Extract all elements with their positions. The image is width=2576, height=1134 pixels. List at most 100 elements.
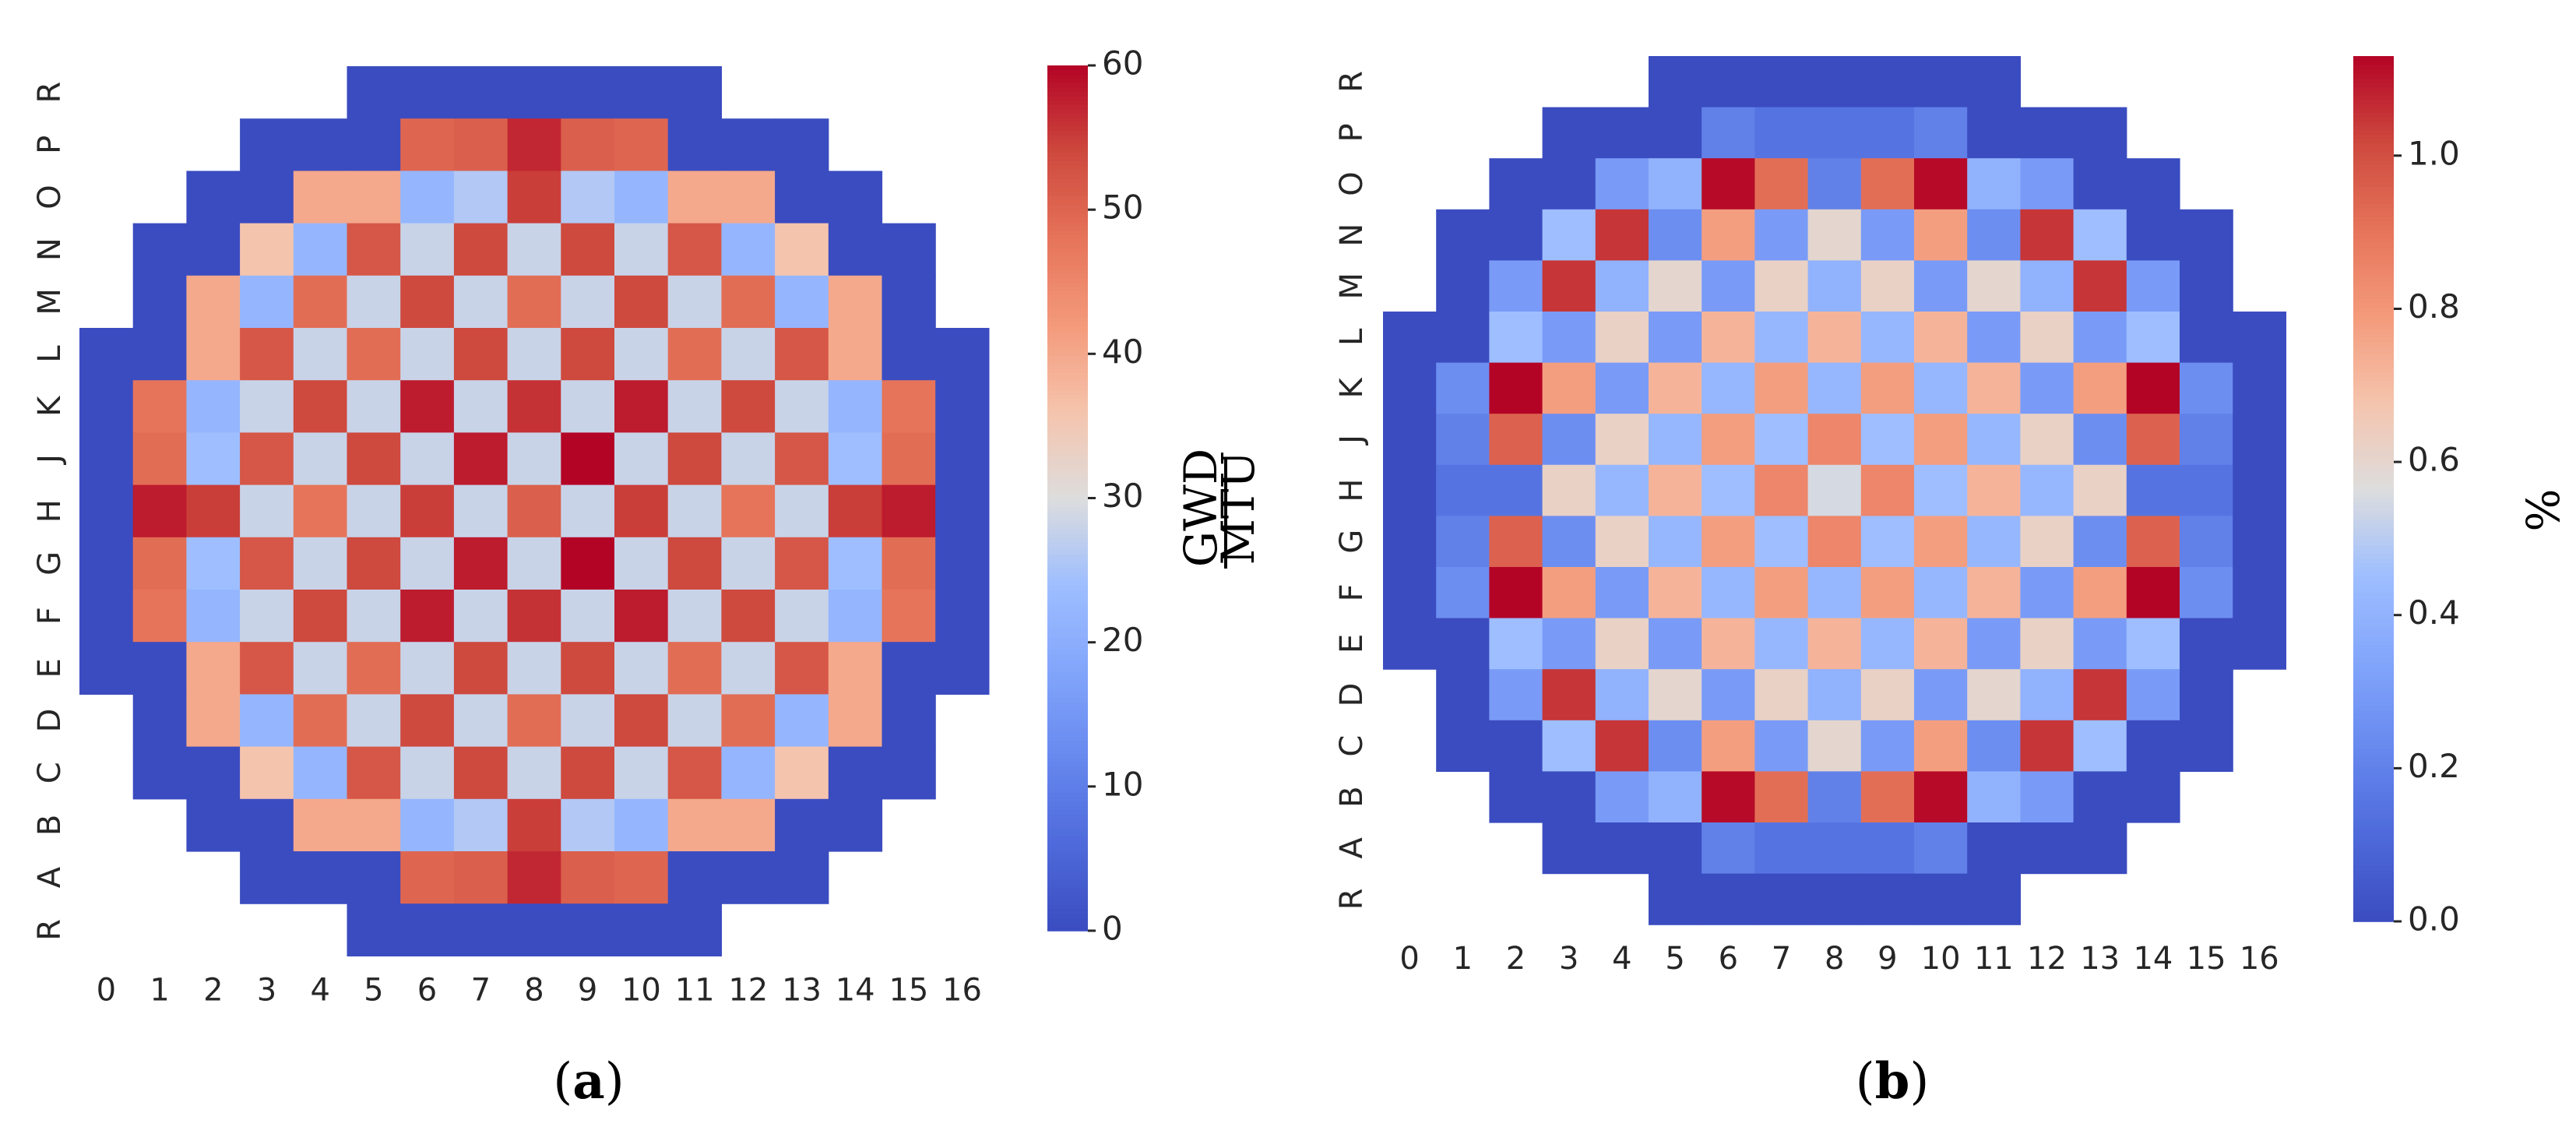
heatmap-cell-a-r2-c5 <box>347 171 401 224</box>
colorbar-segment-a-70 <box>1047 623 1088 629</box>
colorbar-segment-a-57 <box>1047 679 1088 685</box>
colorbar-segment-b-13 <box>2353 861 2394 866</box>
heatmap-cell-a-r11-c7 <box>453 642 509 695</box>
x-tick-label-b-2: 2 <box>1506 941 1526 977</box>
colorbar-segment-b-108 <box>2353 449 2394 455</box>
colorbar-segment-a-82 <box>1047 571 1088 577</box>
colorbar-segment-b-157 <box>2353 238 2394 243</box>
colorbar-a: 0 10 20 30 40 50 60 <box>1047 44 1143 948</box>
x-tick-label-a-0: 0 <box>97 972 116 1008</box>
heatmap-cell-b-r9-c16 <box>2233 516 2286 568</box>
colorbar-segment-a-76 <box>1047 597 1088 603</box>
heatmap-cell-b-r16-c9 <box>1860 873 1915 925</box>
colorbar-segment-b-61 <box>2353 653 2394 658</box>
heatmap-cell-a-r7-c5 <box>347 432 401 486</box>
y-tick-label-a-6: K <box>32 395 68 417</box>
heatmap-cell-a-r7-c1 <box>132 432 187 486</box>
heatmap-cell-a-r6-c12 <box>721 380 776 433</box>
y-tick-label-b-7: J <box>1334 435 1370 446</box>
heatmap-cell-b-r10-c2 <box>1489 567 1543 619</box>
colorbar-segment-a-141 <box>1047 316 1088 322</box>
heatmap-cell-b-r1-c3 <box>1542 107 1596 159</box>
colorbar-segment-b-39 <box>2353 748 2394 754</box>
heatmap-cell-a-r4-c1 <box>132 275 187 329</box>
colorbar-segment-b-111 <box>2353 436 2394 442</box>
colorbar-segment-b-123 <box>2353 385 2394 390</box>
colorbar-segment-b-84 <box>2353 553 2394 559</box>
colorbar-segment-a-147 <box>1047 290 1088 296</box>
colorbar-segment-a-172 <box>1047 181 1088 188</box>
heatmap-cell-b-r9-c3 <box>1542 516 1596 568</box>
colorbar-segment-a-23 <box>1047 826 1088 833</box>
colorbar-segment-a-115 <box>1047 428 1088 434</box>
colorbar-segment-b-193 <box>2353 82 2394 87</box>
heatmap-cell-a-r15-c11 <box>667 851 722 904</box>
colorbar-segment-b-197 <box>2353 65 2394 70</box>
heatmap-cell-b-r8-c2 <box>1489 464 1543 516</box>
heatmap-cell-a-r13-c10 <box>614 746 669 800</box>
heatmap-cell-b-r7-c0 <box>1383 414 1437 466</box>
colorbar-segment-a-119 <box>1047 411 1088 417</box>
heatmap-cell-b-r10-c13 <box>2073 567 2127 619</box>
heatmap-cell-a-r7-c16 <box>935 432 990 486</box>
colorbar-segment-a-184 <box>1047 130 1088 136</box>
colorbar-segment-b-179 <box>2353 143 2394 148</box>
heatmap-cell-a-r3-c5 <box>347 223 401 276</box>
colorbar-segment-b-182 <box>2353 129 2394 135</box>
colorbar-segment-b-73 <box>2353 600 2394 607</box>
colorbar-segment-a-39 <box>1047 757 1088 763</box>
colorbar-segment-b-46 <box>2353 717 2394 724</box>
y-tick-label-b-0: R <box>1334 71 1370 93</box>
colorbar-tick-label-b-1: 0.2 <box>2408 747 2460 785</box>
colorbar-segment-b-12 <box>2353 865 2394 871</box>
heatmap-cell-a-r4-c14 <box>828 275 883 329</box>
x-tick-label-b-13: 13 <box>2080 941 2120 977</box>
colorbar-segment-a-146 <box>1047 294 1088 300</box>
colorbar-segment-b-124 <box>2353 380 2394 386</box>
colorbar-segment-a-183 <box>1047 134 1088 140</box>
colorbar-segment-b-165 <box>2353 202 2394 209</box>
colorbar-segment-a-91 <box>1047 532 1088 538</box>
heatmap-cell-b-r8-c16 <box>2233 464 2286 516</box>
colorbar-segment-a-139 <box>1047 325 1088 330</box>
heatmap-cell-a-r8-c14 <box>828 484 883 538</box>
heatmap-cell-a-r1-c6 <box>400 118 455 171</box>
heatmap-cell-a-r12-c13 <box>775 694 829 748</box>
heatmap-cell-a-r5-c16 <box>935 328 990 381</box>
colorbar-segment-a-177 <box>1047 160 1088 166</box>
y-tick-label-b-10: F <box>1334 583 1370 601</box>
heatmap-cell-b-r12-c10 <box>1914 669 1968 721</box>
colorbar-segment-a-187 <box>1047 117 1088 123</box>
heatmap-cell-a-r9-c2 <box>186 537 241 590</box>
heatmap-cell-b-r5-c11 <box>1967 312 2021 364</box>
heatmap-cell-b-r13-c1 <box>1436 720 1490 772</box>
colorbar-segment-b-168 <box>2353 190 2394 195</box>
heatmap-cell-a-r6-c0 <box>79 380 134 433</box>
colorbar-segment-b-122 <box>2353 389 2394 395</box>
y-tick-label-a-16: R <box>32 919 68 941</box>
heatmap-cell-b-r2-c10 <box>1914 158 1968 210</box>
colorbar-tick-label-b-4: 0.8 <box>2408 287 2460 326</box>
x-tick-label-b-1: 1 <box>1453 941 1473 977</box>
colorbar-segment-b-164 <box>2353 207 2394 213</box>
colorbar-segment-b-133 <box>2353 341 2394 347</box>
colorbar-segment-a-65 <box>1047 645 1088 650</box>
heatmap-cell-a-r4-c5 <box>347 275 401 329</box>
heatmap-cell-a-r2-c12 <box>721 171 776 224</box>
colorbar-segment-b-163 <box>2353 211 2394 217</box>
heatmap-cell-b-r2-c6 <box>1701 158 1755 210</box>
colorbar-segment-b-158 <box>2353 233 2394 239</box>
colorbar-segment-a-190 <box>1047 104 1088 110</box>
colorbar-segment-b-90 <box>2353 527 2394 533</box>
heatmap-cell-a-r8-c8 <box>507 484 561 538</box>
colorbar-segment-a-144 <box>1047 303 1088 308</box>
colorbar-segment-a-86 <box>1047 554 1088 560</box>
colorbar-segment-b-183 <box>2353 125 2394 131</box>
colorbar-segment-b-21 <box>2353 826 2394 832</box>
heatmap-cell-a-r13-c3 <box>240 746 294 800</box>
x-tick-label-a-5: 5 <box>364 972 383 1008</box>
heatmap-cell-b-r14-c8 <box>1807 771 1862 823</box>
heatmap-cell-b-r10-c11 <box>1967 567 2021 619</box>
colorbar-segment-b-109 <box>2353 445 2394 451</box>
